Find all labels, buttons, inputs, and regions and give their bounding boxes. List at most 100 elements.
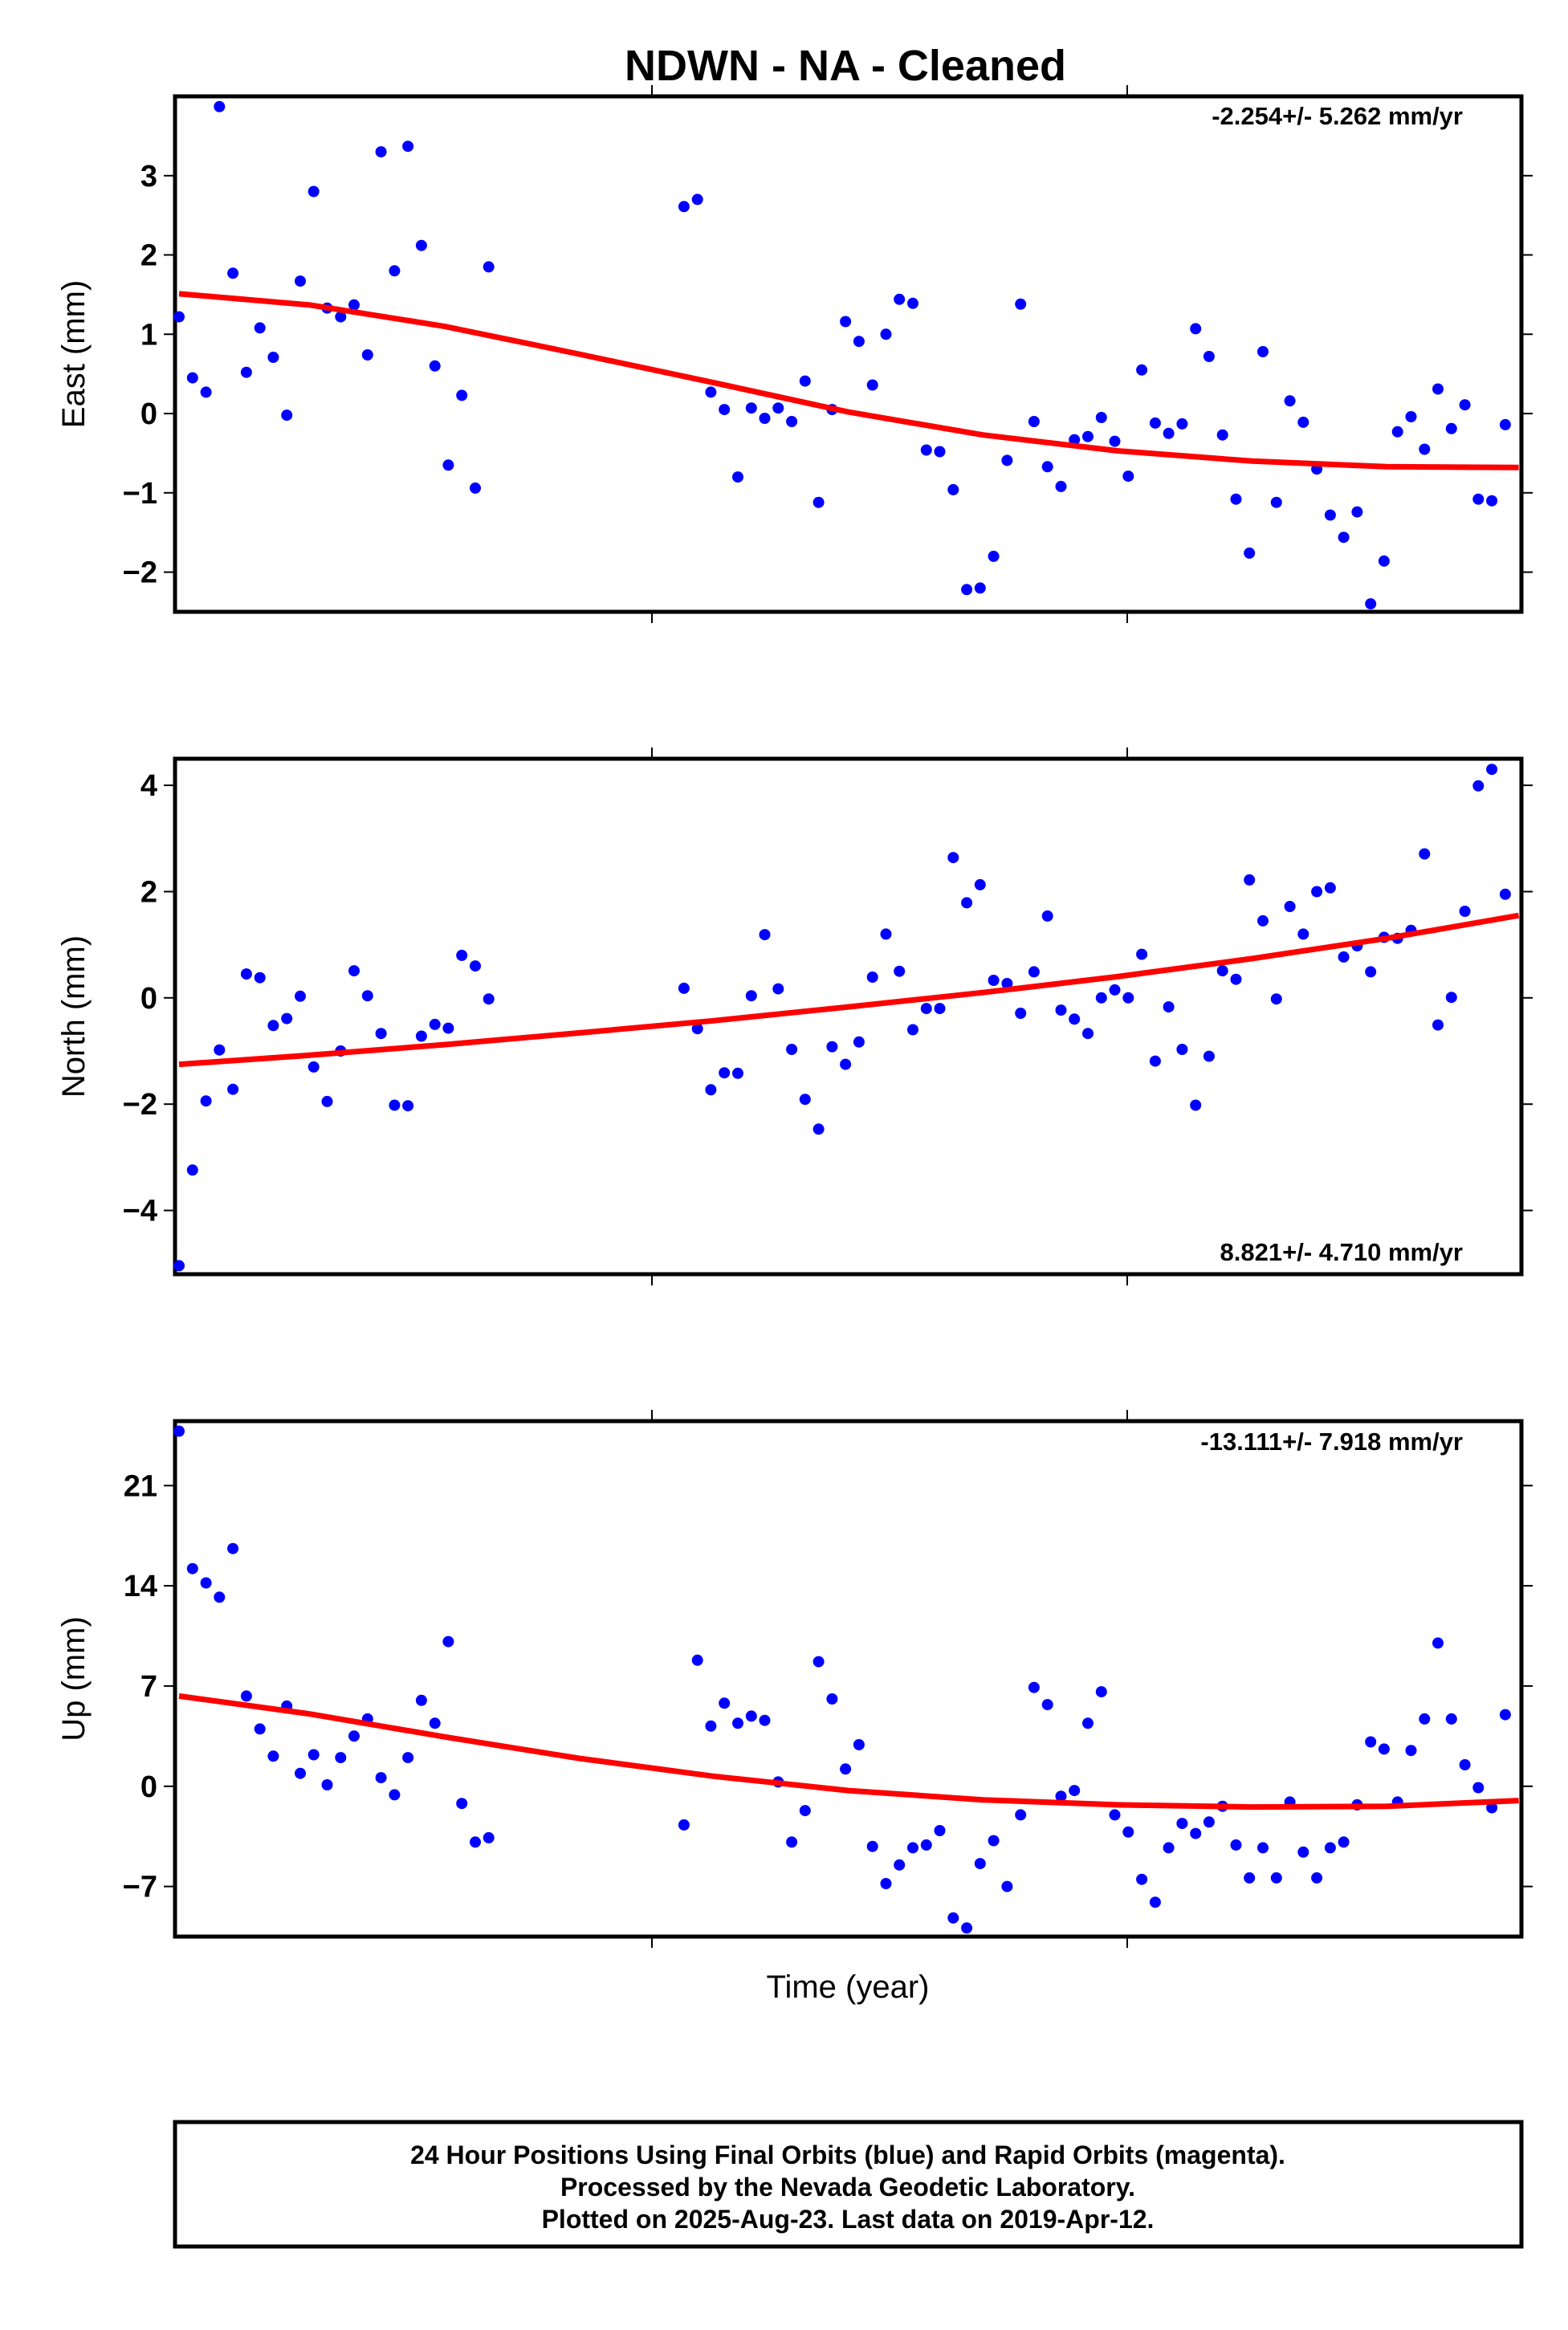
up-data-point — [1445, 1713, 1457, 1725]
up-data-point — [1122, 1826, 1134, 1838]
north-y-tick-label: −4 — [123, 1195, 157, 1228]
up-data-point — [200, 1577, 212, 1589]
up-data-point — [1311, 1872, 1323, 1884]
east-data-point — [840, 316, 852, 328]
up-data-point — [1015, 1809, 1027, 1821]
north-data-point — [1486, 764, 1498, 776]
north-data-point — [1203, 1050, 1215, 1062]
east-data-point — [240, 366, 252, 378]
north-panel: −4 −2 0 2 4 8.821+/- 4.710 mm/yr North (mm) — [56, 747, 1533, 1285]
up-data-point — [1190, 1827, 1202, 1839]
east-data-point — [1109, 435, 1121, 447]
east-data-point — [389, 265, 401, 277]
up-data-point — [267, 1750, 279, 1762]
up-y-tick-label: 0 — [141, 1770, 157, 1804]
up-data-point — [1149, 1896, 1161, 1908]
east-y-tick-label: 2 — [141, 239, 157, 273]
up-data-point — [456, 1798, 468, 1810]
east-data-point — [173, 311, 185, 323]
east-data-point — [1230, 493, 1242, 505]
east-data-point — [719, 404, 731, 416]
east-data-point — [186, 372, 198, 384]
north-data-point — [375, 1028, 387, 1040]
east-data-point — [813, 496, 825, 508]
up-data-point — [429, 1717, 441, 1729]
up-data-point — [853, 1739, 865, 1750]
north-data-point — [254, 972, 266, 984]
north-plot-frame — [173, 756, 1524, 1277]
up-data-point — [1095, 1686, 1107, 1698]
east-data-point — [678, 201, 690, 213]
up-data-point — [894, 1859, 906, 1871]
north-data-point — [1190, 1099, 1202, 1111]
east-data-point — [1190, 323, 1202, 335]
north-data-point — [456, 949, 468, 961]
east-data-point — [227, 267, 239, 279]
east-data-point — [1176, 418, 1188, 430]
north-data-point — [1109, 984, 1121, 996]
up-data-point — [1432, 1637, 1444, 1649]
north-data-point — [389, 1099, 401, 1111]
north-data-point — [840, 1058, 852, 1070]
up-data-point — [1230, 1839, 1242, 1851]
east-data-point — [335, 311, 347, 323]
north-data-point — [866, 972, 878, 983]
east-y-tick-label: −1 — [123, 477, 157, 511]
up-data-point — [826, 1693, 838, 1705]
north-data-point — [1095, 992, 1107, 1004]
up-data-point — [947, 1912, 959, 1924]
east-data-point — [1015, 298, 1027, 310]
x-axis-label: Time (year) — [767, 1970, 930, 2005]
east-data-point — [442, 459, 454, 471]
north-data-point — [705, 1084, 717, 1096]
up-data-point — [402, 1752, 414, 1764]
east-data-point — [1324, 509, 1336, 521]
up-data-point — [1244, 1872, 1256, 1884]
east-data-point — [200, 386, 212, 398]
up-data-point — [470, 1836, 481, 1848]
north-data-point — [200, 1095, 212, 1107]
up-data-point — [745, 1710, 757, 1722]
east-data-point — [1378, 555, 1390, 567]
north-x-ticks — [651, 747, 1128, 1285]
east-data-point — [1405, 411, 1417, 422]
east-data-point — [894, 293, 906, 305]
east-data-point — [456, 389, 468, 401]
east-data-point — [705, 386, 717, 398]
north-data-point — [1338, 951, 1350, 963]
footer-line-1: 24 Hour Positions Using Final Orbits (bl… — [410, 2141, 1285, 2169]
east-data-point — [1499, 418, 1511, 430]
up-data-point — [961, 1922, 973, 1934]
east-data-point — [1136, 364, 1148, 376]
north-data-point — [786, 1044, 798, 1055]
north-data-point — [442, 1022, 454, 1034]
east-data-point — [1257, 346, 1269, 357]
north-data-point — [853, 1036, 865, 1048]
up-data-point — [389, 1789, 401, 1801]
north-data-point — [894, 965, 906, 977]
up-data-point — [732, 1717, 743, 1729]
north-data-point — [214, 1044, 226, 1056]
up-plot-frame — [173, 1419, 1524, 1939]
north-data-point — [1082, 1028, 1094, 1040]
north-data-point — [988, 975, 1000, 986]
up-data-point — [1082, 1717, 1094, 1729]
east-data-point — [1365, 598, 1377, 610]
up-data-point — [1001, 1880, 1013, 1892]
east-data-point — [1419, 443, 1431, 455]
east-data-point — [880, 328, 892, 340]
up-data-point — [1365, 1736, 1377, 1748]
east-y-tick-label: 1 — [141, 318, 157, 352]
north-data-point — [307, 1061, 320, 1073]
east-data-point — [1203, 351, 1215, 362]
north-data-point — [1163, 1001, 1175, 1013]
east-data-point — [1041, 461, 1053, 473]
up-y-tick-label: −7 — [123, 1871, 157, 1904]
up-data-point — [1028, 1681, 1040, 1693]
east-y-tick-label: 3 — [141, 160, 157, 193]
north-data-point — [1216, 965, 1228, 977]
north-data-point — [1069, 1013, 1081, 1025]
east-data-point — [470, 482, 481, 494]
east-data-point — [1270, 496, 1282, 508]
north-data-point — [732, 1067, 743, 1079]
